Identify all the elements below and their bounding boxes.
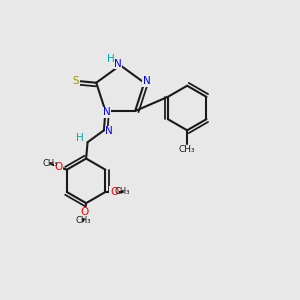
Text: CH₃: CH₃ (179, 145, 196, 154)
Text: H: H (76, 133, 84, 143)
Text: O: O (110, 187, 118, 197)
Text: S: S (73, 76, 80, 86)
Text: N: N (114, 59, 122, 69)
Text: N: N (103, 107, 111, 118)
Text: O: O (80, 207, 89, 217)
Text: N: N (143, 76, 151, 86)
Text: N: N (105, 126, 113, 136)
Text: CH₃: CH₃ (75, 217, 91, 226)
Text: CH₃: CH₃ (115, 188, 130, 196)
Text: O: O (55, 162, 63, 172)
Text: H: H (107, 54, 115, 64)
Text: CH₃: CH₃ (43, 159, 58, 168)
